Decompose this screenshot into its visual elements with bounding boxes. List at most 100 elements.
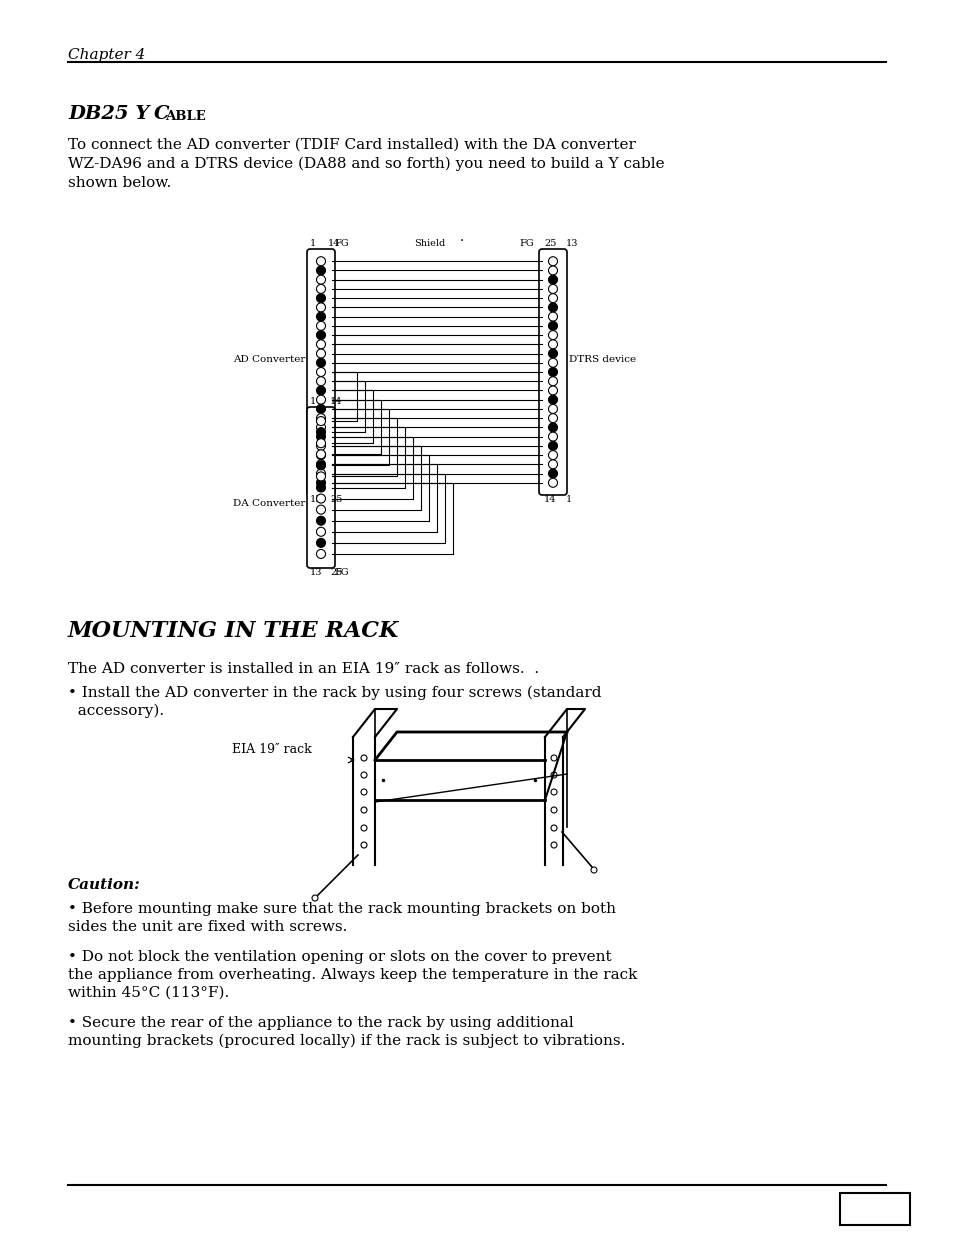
Circle shape	[548, 340, 557, 348]
Circle shape	[548, 285, 557, 294]
Text: EIA 19″ rack: EIA 19″ rack	[232, 743, 312, 756]
Circle shape	[548, 377, 557, 386]
Text: 1: 1	[310, 397, 315, 406]
Circle shape	[316, 550, 325, 559]
Text: MOUNTING IN THE RACK: MOUNTING IN THE RACK	[68, 620, 399, 642]
Circle shape	[316, 423, 325, 432]
Text: AD Converter: AD Converter	[233, 356, 305, 364]
Circle shape	[316, 471, 325, 481]
Circle shape	[316, 516, 325, 525]
Text: 13: 13	[310, 569, 322, 577]
Circle shape	[316, 428, 325, 437]
Circle shape	[316, 266, 325, 275]
Circle shape	[548, 432, 557, 442]
Circle shape	[316, 494, 325, 503]
Text: DB25 Y: DB25 Y	[68, 104, 156, 123]
Text: accessory).: accessory).	[68, 704, 164, 718]
Circle shape	[316, 386, 325, 394]
Text: within 45°C (113°F).: within 45°C (113°F).	[68, 986, 229, 1000]
Text: • Secure the rear of the appliance to the rack by using additional: • Secure the rear of the appliance to th…	[68, 1016, 573, 1030]
Circle shape	[316, 505, 325, 514]
Circle shape	[316, 275, 325, 284]
Text: 25: 25	[543, 239, 556, 248]
Text: 31: 31	[862, 1205, 886, 1223]
Circle shape	[316, 331, 325, 340]
Circle shape	[316, 414, 325, 423]
Text: 1: 1	[310, 239, 315, 248]
Circle shape	[316, 302, 325, 312]
Circle shape	[548, 367, 557, 377]
Circle shape	[548, 331, 557, 340]
Text: 14: 14	[328, 239, 340, 248]
Circle shape	[548, 321, 557, 331]
Circle shape	[548, 423, 557, 432]
Circle shape	[316, 483, 325, 491]
Text: 25: 25	[330, 569, 342, 577]
Circle shape	[548, 302, 557, 312]
Text: Chapter 4: Chapter 4	[68, 49, 145, 62]
Circle shape	[548, 256, 557, 266]
Circle shape	[316, 450, 325, 459]
Circle shape	[316, 312, 325, 321]
Text: • Install the AD converter in the rack by using four screws (standard: • Install the AD converter in the rack b…	[68, 685, 601, 700]
Text: FG: FG	[518, 239, 534, 248]
Circle shape	[548, 396, 557, 404]
Text: the appliance from overheating. Always keep the temperature in the rack: the appliance from overheating. Always k…	[68, 968, 637, 982]
Text: The AD converter is installed in an EIA 19″ rack as follows.  .: The AD converter is installed in an EIA …	[68, 662, 538, 675]
Text: 13: 13	[565, 239, 578, 248]
Text: WZ-DA96 and a DTRS device (DA88 and so forth) you need to build a Y cable: WZ-DA96 and a DTRS device (DA88 and so f…	[68, 157, 664, 172]
Circle shape	[316, 358, 325, 367]
Circle shape	[548, 478, 557, 488]
Text: Caution:: Caution:	[68, 878, 141, 892]
Circle shape	[548, 358, 557, 367]
Circle shape	[316, 417, 325, 425]
Circle shape	[548, 275, 557, 284]
Text: 14: 14	[330, 397, 342, 406]
Circle shape	[548, 404, 557, 413]
FancyBboxPatch shape	[307, 249, 335, 495]
Circle shape	[316, 367, 325, 377]
Text: • Before mounting make sure that the rack mounting brackets on both: • Before mounting make sure that the rac…	[68, 902, 616, 916]
Circle shape	[548, 460, 557, 469]
Circle shape	[316, 285, 325, 294]
Text: 1: 1	[565, 495, 572, 504]
Text: • Do not block the ventilation opening or slots on the cover to prevent: • Do not block the ventilation opening o…	[68, 950, 611, 964]
Text: 13: 13	[310, 495, 322, 504]
Text: ·: ·	[459, 234, 464, 248]
Text: mounting brackets (procured locally) if the rack is subject to vibrations.: mounting brackets (procured locally) if …	[68, 1034, 625, 1049]
Circle shape	[316, 396, 325, 404]
Circle shape	[316, 350, 325, 358]
Circle shape	[548, 266, 557, 275]
Circle shape	[316, 527, 325, 536]
Bar	[840, 1193, 909, 1225]
Text: FG: FG	[334, 569, 348, 577]
Circle shape	[316, 460, 325, 470]
Text: FG: FG	[334, 239, 348, 248]
Circle shape	[316, 432, 325, 442]
Circle shape	[316, 256, 325, 266]
FancyBboxPatch shape	[307, 407, 335, 569]
Circle shape	[316, 294, 325, 302]
Circle shape	[548, 350, 557, 358]
Circle shape	[548, 414, 557, 423]
Text: DA Converter: DA Converter	[233, 499, 305, 508]
Text: 14: 14	[543, 495, 556, 504]
Circle shape	[316, 442, 325, 450]
Circle shape	[548, 450, 557, 459]
Circle shape	[316, 460, 325, 469]
Circle shape	[316, 340, 325, 348]
Circle shape	[316, 478, 325, 488]
Circle shape	[316, 539, 325, 547]
Text: DTRS device: DTRS device	[568, 356, 636, 364]
Circle shape	[548, 294, 557, 302]
Text: sides the unit are fixed with screws.: sides the unit are fixed with screws.	[68, 921, 347, 934]
Circle shape	[316, 469, 325, 478]
Text: 25: 25	[330, 495, 342, 504]
Circle shape	[548, 386, 557, 394]
Circle shape	[316, 321, 325, 331]
Circle shape	[316, 377, 325, 386]
Circle shape	[548, 442, 557, 450]
Text: Shield: Shield	[414, 239, 445, 248]
Text: ABLE: ABLE	[165, 109, 206, 123]
Circle shape	[548, 312, 557, 321]
